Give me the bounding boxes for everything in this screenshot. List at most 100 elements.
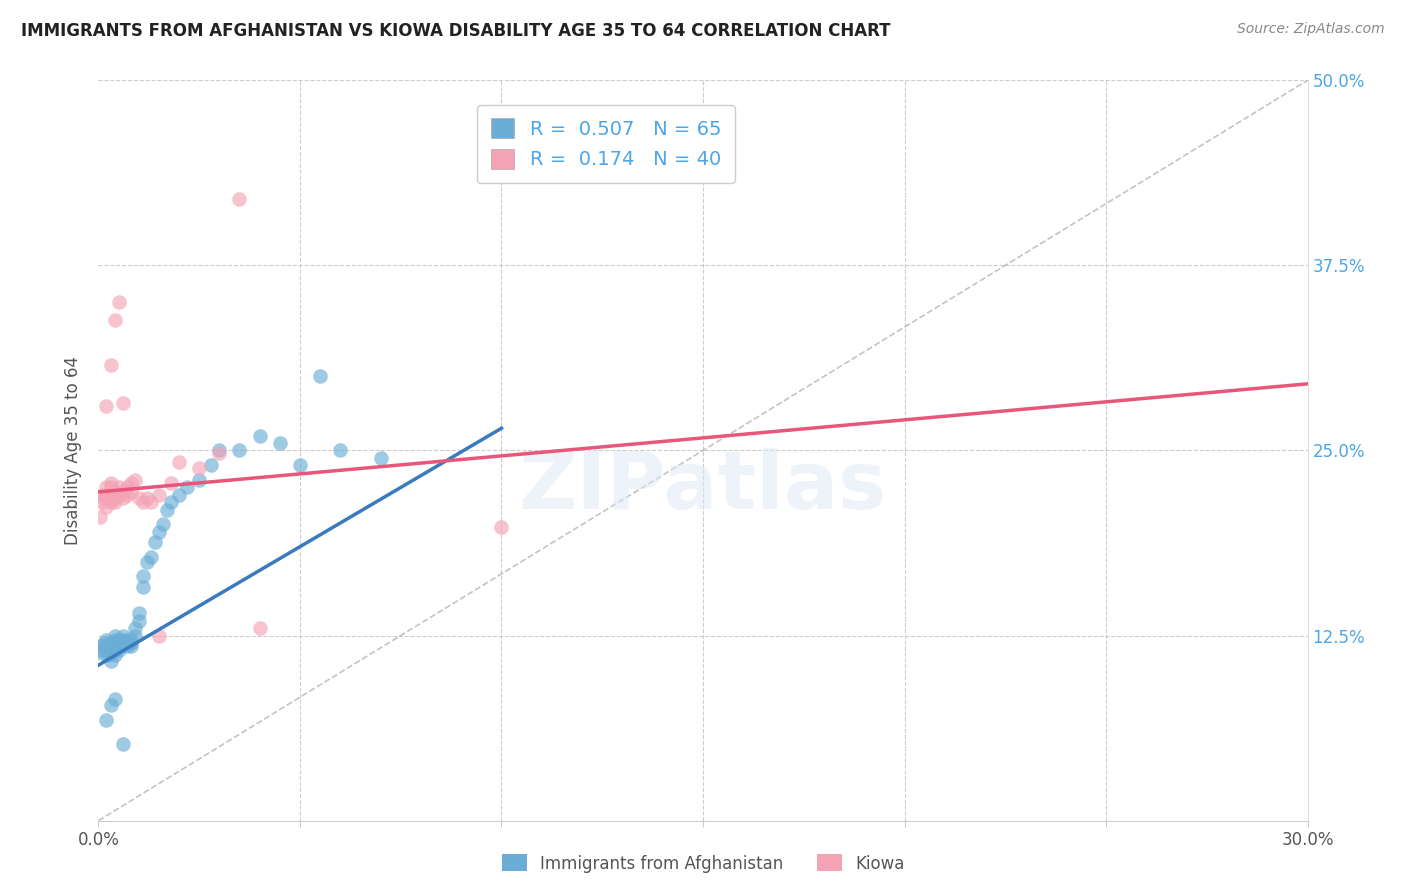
Legend: Immigrants from Afghanistan, Kiowa: Immigrants from Afghanistan, Kiowa [495,847,911,880]
Point [96,713,118,727]
Point [115,632,138,647]
Point [370,450,392,465]
Point [124,621,146,635]
Point [100,641,122,656]
Point [93,491,115,505]
Point [148,488,170,502]
Point [249,621,271,635]
Point [135,491,157,505]
Point [96,500,118,514]
Point [103,491,125,505]
Point [124,628,146,642]
Point [208,446,231,460]
Point [97,648,120,662]
Point [107,636,129,650]
Point [208,443,231,458]
Point [135,555,157,569]
Point [93,636,115,650]
Point [91,488,114,502]
Point [103,692,125,706]
Point [132,580,155,594]
Point [128,491,150,505]
Point [132,495,155,509]
Point [96,643,118,657]
Point [110,639,132,653]
Point [228,192,250,206]
Point [167,488,190,502]
Point [309,369,332,384]
Point [89,510,111,524]
Point [120,476,142,491]
Point [103,313,125,327]
Point [100,480,122,494]
Point [139,550,162,565]
Point [269,436,291,450]
Point [96,639,118,653]
Point [139,495,162,509]
Point [148,524,170,539]
Point [160,476,183,491]
Point [118,636,141,650]
Point [100,654,122,668]
Point [115,480,138,494]
Point [167,455,190,469]
Point [100,358,122,372]
Point [120,484,142,499]
Point [111,737,134,751]
Point [107,488,129,502]
Point [103,636,125,650]
Point [96,480,118,494]
Point [91,646,114,660]
Point [89,643,111,657]
Point [156,502,179,516]
Point [188,473,211,487]
Point [124,473,146,487]
Point [107,632,129,647]
Point [103,639,125,653]
Point [288,458,311,473]
Point [143,535,166,549]
Point [100,698,122,713]
Point [103,495,125,509]
Point [100,643,122,657]
Point [228,443,250,458]
Text: IMMIGRANTS FROM AFGHANISTAN VS KIOWA DISABILITY AGE 35 TO 64 CORRELATION CHART: IMMIGRANTS FROM AFGHANISTAN VS KIOWA DIS… [21,22,890,40]
Point [100,646,122,660]
Point [120,636,142,650]
Point [100,491,122,505]
Point [100,495,122,509]
Point [176,480,198,494]
Point [96,632,118,647]
Point [128,607,150,621]
Point [103,632,125,647]
Point [111,491,134,505]
Point [111,636,134,650]
Text: ZIPatlas: ZIPatlas [519,449,887,526]
Point [111,628,134,642]
Point [120,632,142,647]
Point [120,639,142,653]
Point [100,476,122,491]
Point [91,639,114,653]
Point [111,396,134,410]
Point [329,443,352,458]
Text: Source: ZipAtlas.com: Source: ZipAtlas.com [1237,22,1385,37]
Point [100,636,122,650]
Point [105,639,128,653]
Point [107,480,129,494]
Point [188,461,211,475]
Point [107,639,129,653]
Point [148,628,170,642]
Point [115,636,138,650]
Point [103,648,125,662]
Point [200,458,222,473]
Legend: R =  0.507   N = 65, R =  0.174   N = 40: R = 0.507 N = 65, R = 0.174 N = 40 [478,104,735,183]
Point [115,639,138,653]
Point [103,628,125,642]
Point [160,495,183,509]
Point [91,495,114,509]
Point [132,569,155,583]
Point [128,614,150,628]
Point [114,636,136,650]
Y-axis label: Disability Age 35 to 64: Disability Age 35 to 64 [65,356,83,545]
